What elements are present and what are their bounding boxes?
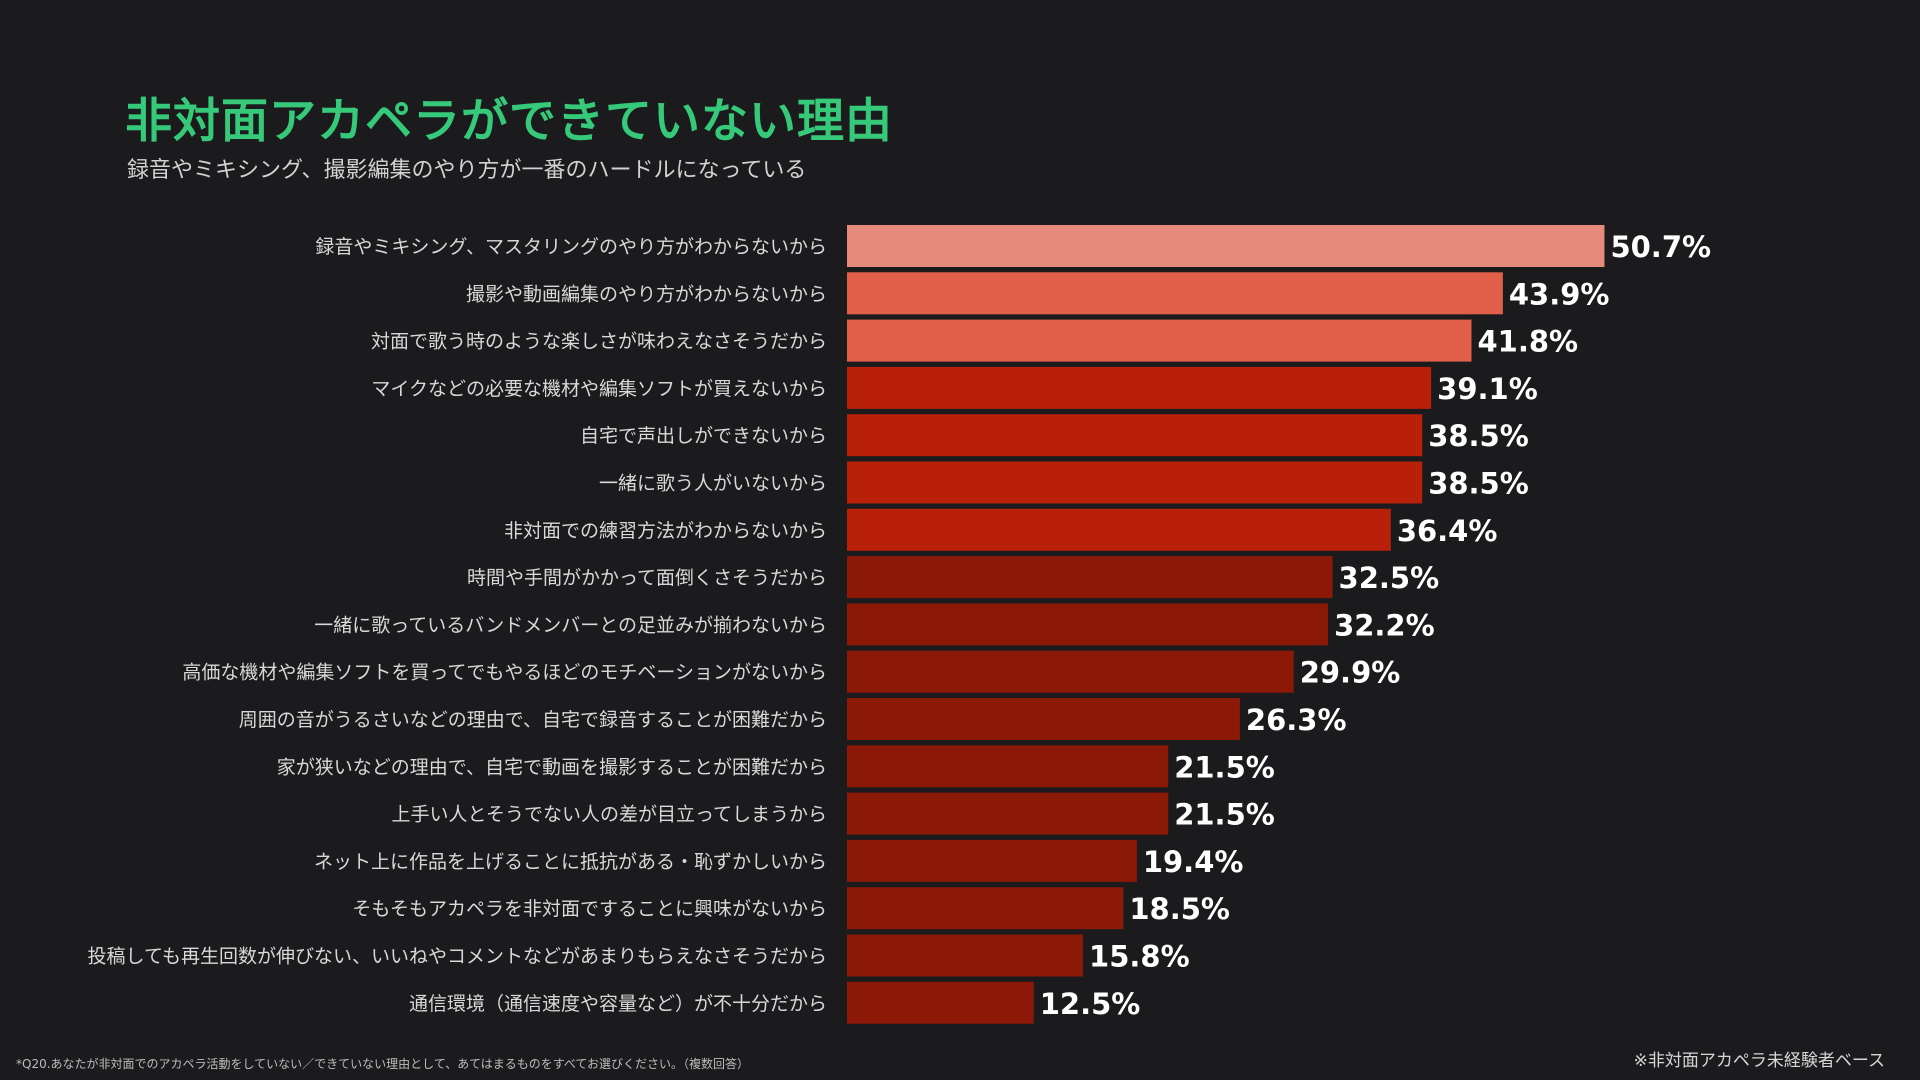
category-label-10: 高価な機材や編集ソフトを買ってでもやるほどのモチベーションがないから [182,662,827,684]
category-label-16: 投稿しても再生回数が伸びない、いいねやコメントなどがあまりもらえなさそうだから [88,946,827,968]
category-label-8: 時間や手間がかかって面倒くさそうだから [467,567,827,589]
bar-9 [847,603,1329,646]
value-label-3: 41.8% [1477,325,1578,359]
bar-17 [847,981,1034,1024]
value-label-7: 36.4% [1397,514,1498,548]
value-label-17: 12.5% [1040,987,1141,1021]
bar-1 [847,225,1605,267]
category-label-9: 一緒に歌っているバンドメンバーとの足並みが揃わないから [314,614,827,636]
category-label-17: 通信環境（通信速度や容量など）が不十分だから [409,993,827,1015]
bar-16 [847,934,1084,977]
bar-15 [847,887,1124,930]
value-label-10: 29.9% [1300,656,1401,690]
value-label-1: 50.7% [1610,230,1711,264]
value-label-16: 15.8% [1089,940,1190,974]
bar-3 [847,319,1472,362]
category-label-11: 周囲の音がうるさいなどの理由で、自宅で録音することが困難だから [239,709,827,731]
bar-4 [847,366,1432,409]
category-label-14: ネット上に作品を上げることに抵抗がある・恥ずかしいから [314,851,827,873]
category-label-1: 録音やミキシング、マスタリングのやり方がわからないから [315,236,827,258]
category-label-2: 撮影や動画編集のやり方がわからないから [466,283,827,305]
category-label-7: 非対面での練習方法がわからないから [504,520,827,542]
bar-6 [847,461,1423,504]
value-label-4: 39.1% [1437,372,1538,406]
value-label-8: 32.5% [1339,561,1440,595]
category-label-12: 家が狭いなどの理由で、自宅で動画を撮影することが困難だから [277,756,827,778]
page-subtitle: 録音やミキシング、撮影編集のやり方が一番のハードルになっている [127,158,807,183]
category-label-6: 一緒に歌う人がいないから [599,473,827,495]
category-label-3: 対面で歌う時のような楽しさが味わえなさそうだから [371,331,827,353]
bar-2 [847,272,1503,315]
base-note: ※非対面アカペラ未経験者ベース [1633,1051,1885,1071]
value-label-11: 26.3% [1246,703,1347,737]
bar-14 [847,839,1137,882]
bar-13 [847,792,1169,835]
value-label-2: 43.9% [1509,277,1610,311]
value-label-9: 32.2% [1334,608,1435,642]
bar-10 [847,650,1294,693]
category-label-15: そもそもアカペラを非対面ですることに興味がないから [352,898,827,920]
category-label-13: 上手い人とそうでない人の差が目立ってしまうから [392,804,827,826]
bar-5 [847,414,1423,457]
bar-8 [847,556,1333,599]
value-label-12: 21.5% [1174,750,1275,784]
value-label-14: 19.4% [1143,845,1244,879]
bar-11 [847,698,1240,740]
page-title: 非対面アカペラができていない理由 [125,94,893,149]
bar-7 [847,508,1391,551]
value-label-15: 18.5% [1129,892,1230,926]
category-label-4: マイクなどの必要な機材や編集ソフトが買えないから [371,378,827,400]
category-label-5: 自宅で声出しができないから [580,425,827,447]
value-label-5: 38.5% [1428,419,1529,453]
bar-12 [847,745,1169,788]
value-label-13: 21.5% [1174,798,1275,832]
question-footnote: *Q20.あなたが非対面でのアカペラ活動をしていない／できていない理由として、あ… [16,1057,750,1071]
value-label-6: 38.5% [1428,467,1529,501]
